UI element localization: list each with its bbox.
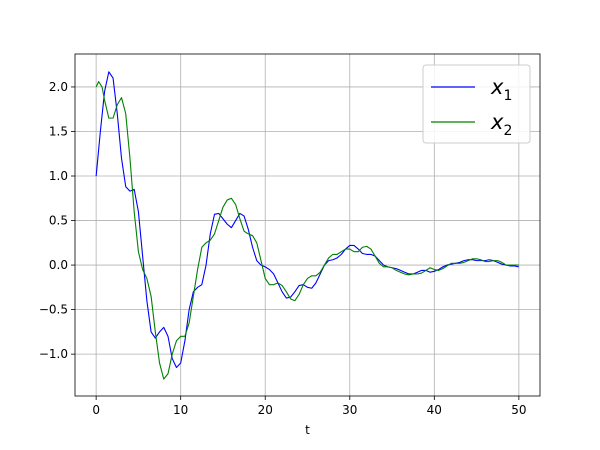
legend-label-subscript: 2 bbox=[503, 123, 512, 139]
legend-label-x1: x1 bbox=[490, 75, 512, 104]
x-tick-label: 30 bbox=[342, 403, 357, 417]
y-tick-label: 2.0 bbox=[49, 80, 68, 94]
x-tick-label: 50 bbox=[511, 403, 526, 417]
y-tick-label: −1.0 bbox=[39, 347, 68, 361]
y-tick-label: 1.0 bbox=[49, 169, 68, 183]
y-tick-label: 1.5 bbox=[49, 124, 68, 138]
legend-label-x2: x2 bbox=[490, 110, 512, 139]
y-tick-label: 0.0 bbox=[49, 258, 68, 272]
x-tick-label: 0 bbox=[92, 403, 100, 417]
x-axis-label: t bbox=[305, 423, 310, 437]
axes-frame bbox=[74, 53, 541, 397]
series-line-x2 bbox=[95, 81, 519, 380]
legend-label-base: x bbox=[490, 75, 504, 99]
x-tick-label: 10 bbox=[173, 403, 188, 417]
axis-ticks: 0 10 20 30 40 50 −1.0 −0.5 0.0 0.5 1.0 1.5 2.0 bbox=[39, 80, 527, 417]
x-tick-label: 20 bbox=[258, 403, 273, 417]
x-tick-label: 40 bbox=[427, 403, 442, 417]
plot-area bbox=[95, 71, 519, 380]
legend-label-base: x bbox=[490, 110, 504, 134]
y-tick-label: 0.5 bbox=[49, 214, 68, 228]
legend-box bbox=[422, 64, 531, 144]
y-tick-label: −0.5 bbox=[39, 303, 68, 317]
legend-label-subscript: 1 bbox=[503, 88, 512, 104]
